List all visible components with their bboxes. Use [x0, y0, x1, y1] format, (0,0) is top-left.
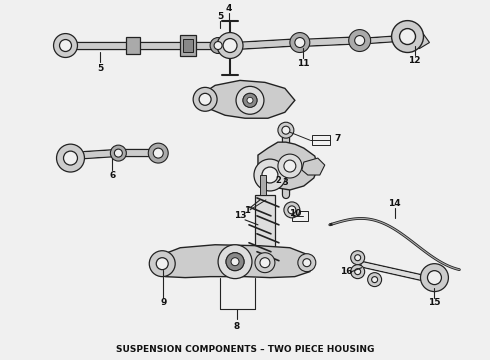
Polygon shape — [258, 142, 318, 190]
Circle shape — [153, 148, 163, 158]
Circle shape — [226, 253, 244, 271]
Circle shape — [420, 264, 448, 292]
Text: 13: 13 — [234, 211, 246, 220]
Text: 15: 15 — [428, 298, 441, 307]
Circle shape — [284, 202, 300, 218]
Text: 14: 14 — [388, 199, 401, 208]
Polygon shape — [200, 80, 295, 118]
Bar — [183, 39, 193, 53]
Bar — [292, 211, 308, 221]
Circle shape — [303, 259, 311, 267]
Circle shape — [156, 258, 168, 270]
Circle shape — [223, 39, 237, 53]
Circle shape — [371, 276, 378, 283]
Text: 11: 11 — [296, 59, 309, 68]
Text: 1: 1 — [244, 206, 250, 215]
Circle shape — [262, 167, 278, 183]
Circle shape — [148, 143, 168, 163]
Circle shape — [214, 41, 222, 50]
Circle shape — [351, 251, 365, 265]
Circle shape — [298, 254, 316, 272]
Text: 5: 5 — [217, 12, 223, 21]
Text: SUSPENSION COMPONENTS – TWO PIECE HOUSING: SUSPENSION COMPONENTS – TWO PIECE HOUSIN… — [116, 345, 374, 354]
Circle shape — [355, 36, 365, 45]
Circle shape — [64, 151, 77, 165]
Circle shape — [110, 145, 126, 161]
Text: 6: 6 — [109, 171, 116, 180]
Text: 8: 8 — [234, 322, 240, 331]
Bar — [126, 37, 140, 54]
Circle shape — [349, 30, 370, 51]
Bar — [255, 195, 275, 260]
Polygon shape — [302, 158, 325, 175]
Text: 16: 16 — [341, 267, 353, 276]
Text: 10: 10 — [289, 210, 301, 219]
Circle shape — [368, 273, 382, 287]
Circle shape — [427, 271, 441, 285]
Circle shape — [210, 37, 226, 54]
Text: 5: 5 — [98, 64, 103, 73]
Bar — [180, 35, 196, 57]
Circle shape — [199, 93, 211, 105]
Circle shape — [284, 160, 296, 172]
Circle shape — [231, 258, 239, 266]
Text: 2: 2 — [275, 176, 281, 185]
Text: 7: 7 — [335, 134, 341, 143]
Circle shape — [243, 93, 257, 107]
Circle shape — [114, 149, 122, 157]
Circle shape — [278, 154, 302, 178]
Circle shape — [243, 93, 257, 107]
Circle shape — [282, 126, 290, 134]
Circle shape — [255, 253, 275, 273]
Circle shape — [290, 32, 310, 53]
Bar — [260, 175, 266, 195]
Circle shape — [236, 86, 264, 114]
Text: 12: 12 — [408, 56, 421, 65]
Circle shape — [254, 159, 286, 191]
Circle shape — [59, 40, 72, 51]
Circle shape — [392, 21, 423, 53]
Text: 9: 9 — [160, 298, 167, 307]
Circle shape — [260, 258, 270, 268]
Circle shape — [53, 33, 77, 58]
Circle shape — [149, 251, 175, 276]
Text: 4: 4 — [226, 4, 232, 13]
Circle shape — [355, 269, 361, 275]
Circle shape — [351, 265, 365, 279]
Circle shape — [226, 253, 244, 271]
Text: 3: 3 — [282, 179, 288, 188]
Circle shape — [288, 206, 296, 214]
Bar — [312, 135, 330, 145]
Polygon shape — [155, 245, 314, 278]
Circle shape — [247, 97, 253, 103]
Circle shape — [355, 255, 361, 261]
Circle shape — [193, 87, 217, 111]
Circle shape — [278, 122, 294, 138]
Circle shape — [218, 245, 252, 279]
Circle shape — [217, 32, 243, 58]
Polygon shape — [394, 26, 429, 49]
Circle shape — [295, 37, 305, 48]
Circle shape — [399, 28, 416, 45]
Circle shape — [56, 144, 84, 172]
